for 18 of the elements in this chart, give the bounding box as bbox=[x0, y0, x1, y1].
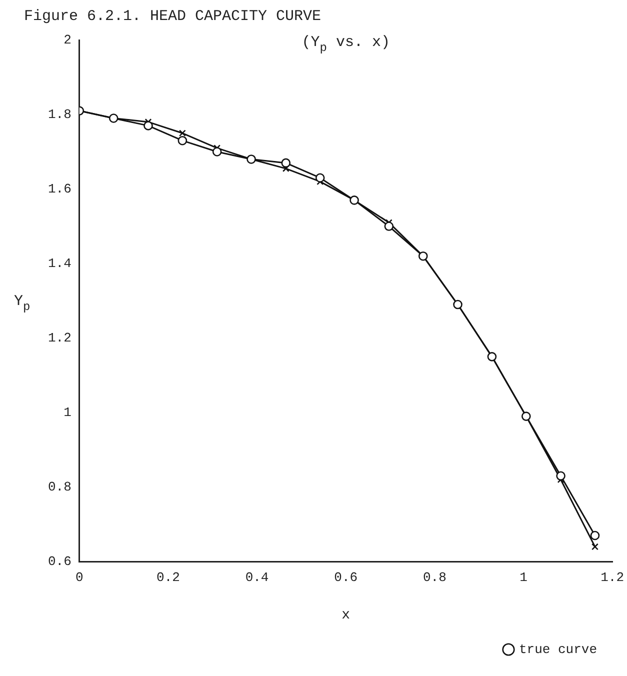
chart-title: Figure 6.2.1. HEAD CAPACITY CURVE bbox=[24, 8, 322, 25]
x-tick-label: 1.2 bbox=[600, 570, 624, 585]
y-tick-label: 1.6 bbox=[48, 181, 72, 196]
x-tick-label: 0.6 bbox=[334, 570, 358, 585]
y-tick-label: 0.6 bbox=[48, 554, 72, 570]
y-tick-label: 1.2 bbox=[48, 330, 72, 346]
y-tick-label: 1 bbox=[64, 405, 72, 420]
x-tick-label: 0.4 bbox=[245, 570, 269, 585]
legend-label: true curve bbox=[518, 642, 598, 657]
y-tick-label: 1.4 bbox=[48, 256, 72, 271]
x-tick-label: 0 bbox=[76, 570, 84, 585]
y-tick-label: 1.8 bbox=[48, 106, 72, 122]
y-tick-label: 0.8 bbox=[48, 480, 72, 495]
x-tick-label: 0.2 bbox=[156, 570, 180, 585]
y-tick-label: 2 bbox=[64, 32, 72, 48]
x-axis-title: x bbox=[342, 607, 350, 624]
x-tick-label: 0.8 bbox=[422, 570, 446, 585]
x-tick-label: 1 bbox=[520, 570, 528, 585]
